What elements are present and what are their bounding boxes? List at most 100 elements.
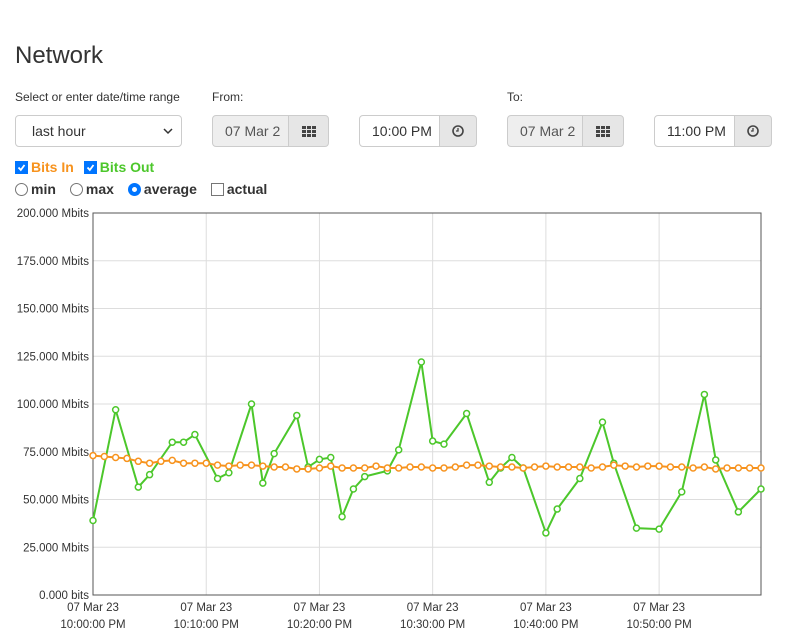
data-point bbox=[610, 461, 618, 469]
radio[interactable] bbox=[15, 182, 28, 196]
data-point bbox=[553, 463, 561, 471]
range-value: last hour bbox=[32, 123, 86, 139]
to-label: To: bbox=[507, 90, 524, 104]
range-label: Select or enter date/time range bbox=[15, 90, 180, 104]
data-point bbox=[100, 452, 109, 461]
to-time-button[interactable] bbox=[734, 115, 772, 147]
data-point bbox=[270, 463, 278, 471]
aggregate-label: average bbox=[143, 181, 197, 197]
data-point bbox=[632, 524, 641, 532]
y-tick-label: 125.000 Mbits bbox=[17, 351, 89, 363]
data-point bbox=[89, 516, 97, 525]
data-point bbox=[666, 463, 675, 471]
clock-icon bbox=[747, 125, 759, 137]
data-point bbox=[247, 461, 256, 469]
data-point bbox=[191, 459, 199, 467]
data-point bbox=[598, 463, 607, 471]
data-point bbox=[179, 438, 188, 446]
y-tick-label: 75.000 Mbits bbox=[23, 447, 89, 459]
data-point bbox=[202, 459, 210, 467]
series-toggle[interactable]: Bits Out bbox=[83, 159, 154, 175]
series-toggle-label: Bits In bbox=[31, 159, 74, 175]
to-date[interactable]: 07 Mar 2 bbox=[507, 115, 583, 147]
series-toggle[interactable]: Bits In bbox=[15, 159, 74, 175]
clock-icon bbox=[452, 125, 464, 137]
data-point bbox=[327, 462, 335, 470]
aggregate-option[interactable]: max bbox=[69, 181, 114, 197]
x-tick-label-line: 07 Mar 23 bbox=[407, 602, 459, 614]
x-tick-label-line: 10:00:00 PM bbox=[60, 619, 125, 631]
from-time[interactable]: 10:00 PM bbox=[359, 115, 440, 147]
data-point bbox=[213, 474, 222, 483]
data-point bbox=[394, 464, 403, 472]
radio[interactable] bbox=[69, 182, 83, 196]
data-point bbox=[406, 463, 414, 471]
data-point bbox=[225, 469, 233, 477]
data-point bbox=[734, 508, 743, 516]
data-point bbox=[734, 464, 743, 472]
x-tick-label-line: 07 Mar 23 bbox=[180, 602, 232, 614]
data-point bbox=[711, 465, 720, 473]
data-point bbox=[598, 418, 607, 426]
series-line bbox=[92, 361, 762, 536]
checkbox[interactable] bbox=[83, 160, 97, 174]
from-date-text: 07 Mar 2 bbox=[225, 123, 281, 139]
data-point bbox=[677, 488, 686, 496]
y-tick-label: 0.000 bits bbox=[39, 590, 89, 602]
from-date[interactable]: 07 Mar 2 bbox=[212, 115, 289, 147]
to-time-text: 11:00 PM bbox=[667, 123, 726, 139]
checkbox[interactable] bbox=[210, 182, 224, 196]
data-point bbox=[508, 453, 516, 462]
aggregate-option[interactable]: average bbox=[127, 181, 197, 197]
data-point bbox=[191, 430, 199, 439]
data-point bbox=[304, 465, 312, 473]
x-tick-label-line: 10:40:00 PM bbox=[513, 619, 578, 631]
data-point bbox=[338, 512, 346, 521]
x-tick-label-line: 07 Mar 23 bbox=[633, 602, 685, 614]
x-tick-label-line: 07 Mar 23 bbox=[294, 602, 346, 614]
data-point bbox=[757, 485, 765, 493]
data-point bbox=[428, 437, 437, 445]
data-point bbox=[428, 464, 437, 472]
data-point bbox=[417, 358, 426, 366]
data-point bbox=[542, 529, 550, 537]
data-point bbox=[745, 464, 754, 472]
data-point bbox=[360, 464, 369, 472]
radio[interactable] bbox=[127, 182, 141, 196]
data-point bbox=[270, 449, 278, 458]
aggregate-option[interactable]: min bbox=[15, 181, 56, 197]
data-point bbox=[485, 478, 494, 487]
data-point bbox=[315, 455, 324, 464]
aggregate-option[interactable]: actual bbox=[210, 181, 268, 197]
data-point bbox=[440, 464, 448, 472]
series-toggles: Bits In Bits Out bbox=[15, 159, 154, 175]
checkbox[interactable] bbox=[15, 160, 28, 174]
plot-border bbox=[92, 212, 762, 596]
data-point bbox=[553, 505, 561, 513]
to-time[interactable]: 11:00 PM bbox=[654, 115, 735, 147]
data-point bbox=[259, 462, 267, 470]
data-point bbox=[293, 411, 301, 420]
data-point bbox=[179, 459, 188, 467]
data-point bbox=[293, 465, 301, 473]
data-point bbox=[236, 461, 244, 469]
to-date-button[interactable] bbox=[582, 115, 624, 147]
y-tick-label: 175.000 Mbits bbox=[17, 256, 89, 268]
data-point bbox=[168, 456, 177, 465]
data-point bbox=[644, 462, 652, 470]
from-date-button[interactable] bbox=[288, 115, 329, 147]
data-point bbox=[349, 464, 358, 472]
from-time-button[interactable] bbox=[439, 115, 477, 147]
from-time-text: 10:00 PM bbox=[372, 123, 432, 139]
aggregate-label: actual bbox=[226, 181, 268, 197]
x-tick-label-line: 10:10:00 PM bbox=[174, 619, 239, 631]
y-tick-label: 25.000 Mbits bbox=[23, 542, 89, 554]
data-point bbox=[700, 390, 709, 399]
data-point bbox=[576, 463, 584, 471]
data-point bbox=[655, 462, 663, 470]
data-point bbox=[383, 464, 392, 472]
range-select[interactable]: last hour bbox=[15, 115, 182, 147]
data-point bbox=[168, 438, 177, 446]
data-point bbox=[474, 461, 482, 469]
data-point bbox=[655, 525, 663, 533]
